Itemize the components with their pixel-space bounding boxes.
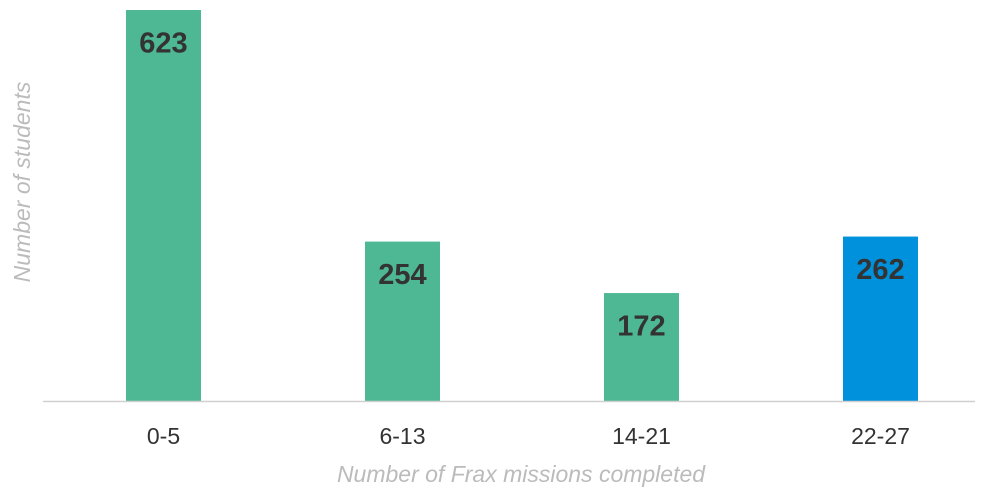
- data-label: 262: [856, 254, 904, 286]
- data-label: 172: [617, 311, 665, 343]
- bar: [604, 293, 679, 401]
- bar: [365, 241, 440, 401]
- x-tick-label: 22-27: [851, 423, 910, 449]
- y-axis-title: Number of students: [9, 81, 35, 282]
- x-tick-label: 6-13: [379, 423, 425, 449]
- x-axis-title: Number of Frax missions completed: [337, 461, 706, 487]
- bar: [126, 10, 201, 401]
- x-tick-label: 0-5: [147, 423, 180, 449]
- bar: [843, 236, 918, 401]
- x-tick-label: 14-21: [612, 423, 671, 449]
- data-label: 623: [139, 28, 187, 60]
- data-label: 254: [378, 259, 426, 291]
